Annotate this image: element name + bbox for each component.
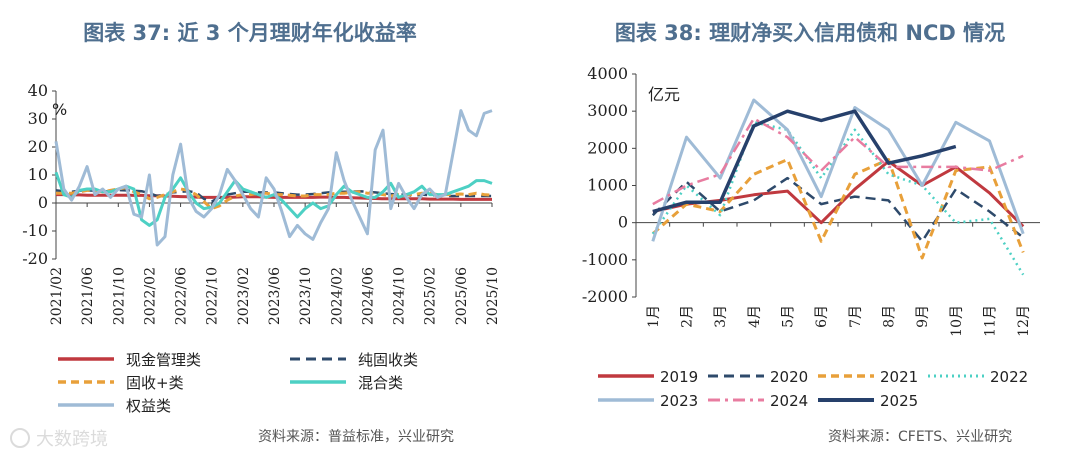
- chart37-x-tick-label: 2023/10: [298, 267, 314, 325]
- chart37-x-tick-label: 2021/10: [111, 267, 127, 325]
- chart38-legend-label: 2024: [770, 392, 808, 410]
- chart38-x-tick-label: 6月: [814, 305, 830, 328]
- chart38-legend-label: 2020: [770, 368, 808, 386]
- chart37-y-tick-label: -10: [22, 221, 48, 240]
- chart38-y-tick-label: 3000: [587, 101, 628, 120]
- chart38-y-tick-label: -2000: [582, 287, 628, 306]
- chart37-x-tick-label: 2024/06: [360, 267, 376, 325]
- chart38-y-tick-label: 0: [618, 213, 628, 232]
- chart37-x-tick-label: 2023/06: [267, 267, 283, 325]
- chart37-legend-label: 纯固收类: [358, 351, 418, 369]
- chart37-y-tick-label: 30: [28, 109, 48, 128]
- watermark-text: 大数跨境: [36, 429, 108, 450]
- watermark: 大数跨境: [10, 428, 108, 450]
- chart38-series-line-2024: [652, 117, 1024, 206]
- chart37-legend-label: 现金管理类: [126, 351, 201, 369]
- chart37-y-tick-label: 10: [28, 165, 48, 184]
- chart37-x-tick-label: 2022/02: [142, 267, 158, 325]
- chart38-series-line-2021: [651, 158, 1025, 260]
- chart38-series-line-2023: [651, 98, 1025, 242]
- chart37-y-tick-label: 20: [28, 137, 48, 156]
- chart38-series-line-2020: [651, 176, 1024, 243]
- chart38-x-tick-label: 11月: [983, 305, 999, 337]
- chart37-x-tick-label: 2025/02: [423, 267, 439, 325]
- chart38-unit-label: 亿元: [648, 85, 680, 104]
- chart38-legend: 2019 2020 2021 2022 2023 2024 2025: [598, 368, 1028, 410]
- chart38-x-tick-label: 10月: [949, 305, 965, 337]
- chart38-x-tick-label: 1月: [646, 305, 662, 328]
- chart38-x-tick-label: 9月: [915, 305, 931, 328]
- chart38-legend-label: 2021: [880, 368, 918, 386]
- chart37-y-tick-label: 40: [28, 81, 48, 100]
- chart37-x-tick-label: 2025/06: [454, 267, 470, 325]
- chart37-series-line-2: [56, 186, 493, 211]
- chart38-y-tick-label: 4000: [587, 64, 628, 83]
- chart38-legend-label: 2019: [660, 368, 698, 386]
- chart37-source: 资料来源：普益标准，兴业研究: [258, 429, 454, 445]
- chart38-x-tick-label: 7月: [848, 305, 864, 328]
- chart37-x-tick-label: 2023/02: [236, 267, 252, 325]
- chart38-y-tick-label: -1000: [582, 250, 628, 269]
- chart37-series-line-3: [54, 171, 493, 227]
- watermark-logo-icon: [10, 428, 30, 448]
- chart37-x-tick-label: 2024/02: [329, 267, 345, 325]
- chart38-title: 图表 38: 理财净买入信用债和 NCD 情况: [615, 21, 1005, 45]
- chart37-x-tick-label: 2022/10: [205, 267, 221, 325]
- chart37-x-tick-label: 2025/10: [485, 267, 501, 325]
- chart38-legend-label: 2025: [880, 392, 918, 410]
- chart38-series-line-2019: [652, 159, 1025, 228]
- chart38-legend-label: 2022: [990, 368, 1028, 386]
- chart37-y-tick-label: -20: [22, 249, 48, 268]
- chart38-y-tick-label: 2000: [587, 138, 628, 157]
- chart37-legend-label: 混合类: [358, 374, 403, 392]
- chart37-title: 图表 37: 近 3 个月理财年化收益率: [83, 21, 416, 45]
- chart37-unit-label: %: [52, 100, 67, 119]
- chart37-y-tick-label: 0: [38, 193, 48, 212]
- chart37: 40 30 20 10 0 -10 -20 2021/02 2021/06 2021/10 202…: [22, 81, 501, 325]
- chart38: 4000 3000 2000 1000 0 -1000 -2000 1月 2月 3月 4月 5月 6月…: [582, 64, 1040, 337]
- chart37-series-line-4: [54, 109, 493, 247]
- chart38-x-tick-label: 3月: [713, 305, 729, 328]
- chart37-x-tick-label: 2024/10: [392, 267, 408, 325]
- chart38-legend-label: 2023: [660, 392, 698, 410]
- chart38-x-tick-label: 4月: [747, 305, 763, 328]
- chart37-legend-label: 固收+类: [126, 374, 184, 392]
- chart38-y-tick-label: 1000: [587, 176, 628, 195]
- chart37-x-tick-label: 2022/06: [174, 267, 190, 325]
- chart38-x-tick-label: 8月: [882, 305, 898, 328]
- chart37-legend-label: 权益类: [126, 397, 171, 415]
- chart38-series-line-2025: [652, 109, 957, 214]
- chart38-x-tick-label: 5月: [781, 305, 797, 328]
- chart38-x-tick-label: 12月: [1016, 305, 1032, 337]
- chart37-x-tick-label: 2021/06: [80, 267, 96, 325]
- chart38-source: 资料来源：CFETS、兴业研究: [828, 429, 1012, 445]
- chart37-x-tick-label: 2021/02: [49, 267, 65, 325]
- chart38-x-tick-label: 2月: [680, 305, 696, 328]
